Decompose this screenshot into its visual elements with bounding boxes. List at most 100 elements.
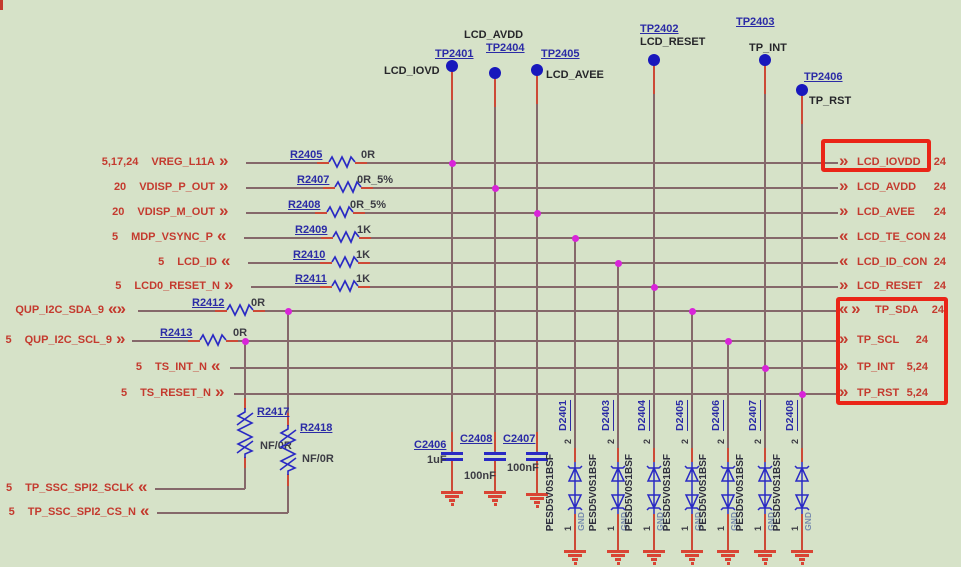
resistor-ref: R2408	[288, 199, 321, 211]
offpage-arrow: »	[839, 201, 849, 220]
pin-lead-v	[801, 448, 803, 462]
diode-pin-1: 1	[642, 526, 652, 532]
wire-h	[265, 310, 838, 312]
diode-pin-2: 2	[606, 439, 616, 445]
resistor-symbol	[332, 230, 360, 245]
page-refs: 5,24	[906, 387, 928, 399]
page-refs: 24	[933, 280, 946, 292]
wire-h	[157, 512, 288, 514]
diode-ref: D2401	[557, 400, 571, 431]
pin-lead-v	[244, 457, 246, 468]
ground-icon	[617, 562, 620, 565]
shunt-resistor-ref: R2417	[257, 406, 290, 418]
pin-lead-v	[727, 514, 729, 550]
offpage-arrow: »	[219, 176, 229, 195]
resistor-value: 0R	[361, 149, 376, 161]
junction-dot	[449, 160, 456, 167]
testpoint-pin	[446, 60, 458, 72]
ground-icon	[484, 491, 506, 494]
diode-pin-1: 1	[753, 526, 763, 532]
wire-v	[494, 73, 496, 452]
offpage-arrow: «	[221, 251, 231, 270]
offpage-arrow: »	[839, 275, 849, 294]
pin-lead-v	[574, 514, 576, 550]
pin-lead-v	[764, 448, 766, 462]
diode-pin-1: 1	[606, 526, 616, 532]
junction-dot	[725, 338, 732, 345]
wire-h	[244, 237, 321, 239]
wire-h	[373, 187, 838, 189]
testpoint-ref: TP2406	[804, 71, 843, 83]
net-connector-left: 5 QUP_I2C_SCL_9	[5, 334, 112, 346]
wire-h	[230, 367, 838, 369]
page-refs: 5	[8, 506, 15, 518]
left-edge-clipped-text	[0, 0, 3, 10]
ground-icon	[534, 501, 540, 504]
ground-icon	[754, 550, 776, 553]
ground-icon	[727, 562, 730, 565]
gnd-net-label: GND	[576, 512, 586, 531]
ground-icon	[653, 562, 656, 565]
resistor-symbol	[199, 333, 227, 348]
testpoint-ref: TP2404	[486, 42, 525, 54]
net-label: TP_SSC_SPI2_CS_N	[27, 506, 136, 518]
resistor-symbol	[226, 303, 254, 318]
ground-icon	[758, 554, 772, 557]
page-refs: 24	[931, 304, 944, 316]
capacitor-ref: C2408	[460, 433, 493, 445]
page-refs: 5	[158, 256, 165, 268]
diode-pin-2: 2	[716, 439, 726, 445]
wire-v	[653, 60, 655, 462]
page-refs: 20	[113, 181, 127, 193]
wire-h	[370, 262, 838, 264]
ground-icon	[441, 491, 463, 494]
esd-diode-symbol	[567, 462, 583, 514]
diode-pin-2: 2	[790, 439, 800, 445]
page-refs: 24	[933, 206, 946, 218]
offpage-arrow: «	[839, 226, 849, 245]
ground-icon	[725, 558, 731, 561]
net-label: TP_RST	[857, 387, 900, 399]
ground-icon	[494, 503, 497, 506]
wire-v	[287, 311, 289, 425]
resistor-ref: R2410	[293, 249, 326, 261]
testpoint-net-label: LCD_AVDD	[464, 29, 524, 41]
net-label: VREG_L11A	[151, 156, 215, 168]
capacitor-plate	[484, 452, 506, 455]
resistor-ref: R2405	[290, 149, 323, 161]
offpage-arrow: »	[224, 275, 234, 294]
net-connector-left: 5 LCD0_RESET_N	[115, 280, 220, 292]
net-label: LCD_IOVDD	[857, 156, 921, 168]
offpage-arrow: »	[219, 151, 229, 170]
pin-lead-h	[323, 187, 335, 189]
diode-ref: D2406	[710, 400, 724, 431]
testpoint-ref: TP2403	[736, 16, 775, 28]
wire-h	[370, 286, 838, 288]
net-label: TS_RESET_N	[140, 387, 211, 399]
pin-lead-v	[691, 514, 693, 550]
net-connector-left: 5 TS_INT_N	[136, 361, 207, 373]
offpage-arrow: «	[140, 501, 150, 520]
offpage-arrow: «»	[108, 299, 126, 318]
junction-dot	[285, 308, 292, 315]
resistor-ref: R2409	[295, 224, 328, 236]
net-label: LCD0_RESET_N	[134, 280, 220, 292]
ground-icon	[530, 497, 544, 500]
net-connector-left: 20 VDISP_M_OUT	[112, 206, 215, 218]
resistor-symbol	[334, 180, 362, 195]
net-label: LCD_AVDD	[857, 181, 917, 193]
junction-dot	[762, 365, 769, 372]
offpage-arrow: »	[116, 329, 126, 348]
ground-icon	[568, 554, 582, 557]
net-label: TP_SSC_SPI2_SCLK	[25, 482, 134, 494]
pin-lead-h	[253, 310, 265, 312]
diode-ref: D2407	[747, 400, 761, 431]
testpoint-net-label: LCD_IOVD	[384, 65, 440, 77]
diode-part-number: PESD5V0S1BSF	[545, 454, 556, 532]
capacitor-plate	[484, 458, 506, 461]
net-connector-left: 5 MDP_VSYNC_P	[112, 231, 213, 243]
diode-ref: D2403	[600, 400, 614, 431]
diode-part-number: PESD5V0S1BSF	[698, 454, 709, 532]
net-label: MDP_VSYNC_P	[131, 231, 213, 243]
ground-icon	[572, 558, 578, 561]
